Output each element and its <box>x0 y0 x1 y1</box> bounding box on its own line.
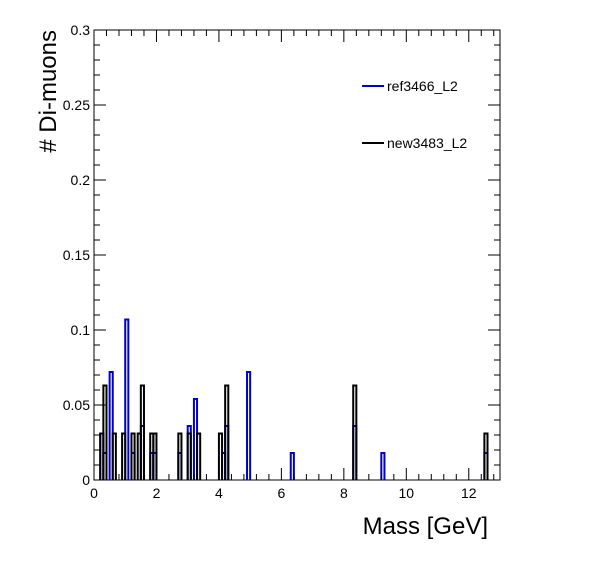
series-1-bin-8 <box>152 432 158 480</box>
x-tick-label-2: 4 <box>215 485 223 501</box>
histogram-layer <box>99 318 489 480</box>
series-0-bin-2 <box>108 371 114 480</box>
series-0-bin-16 <box>380 452 386 480</box>
series-1-bin-9 <box>177 432 183 480</box>
series-1-bin-13 <box>224 384 230 480</box>
legend-label-0: ref3466_L2 <box>387 78 458 94</box>
series-1-bin-15 <box>483 432 489 480</box>
y-tick-label-0: 0 <box>82 472 90 488</box>
y-tick-label-6: 0.3 <box>71 22 91 38</box>
series-1-bin-3 <box>121 432 127 480</box>
legend-label-1: new3483_L2 <box>387 135 467 151</box>
x-axis-title: Mass [GeV] <box>363 513 488 540</box>
plot-frame-layer <box>93 29 501 481</box>
x-tick-label-3: 6 <box>277 485 285 501</box>
y-tick-label-2: 0.1 <box>71 322 91 338</box>
series-1-bin-1 <box>102 384 108 480</box>
series-1-bin-4 <box>130 432 136 480</box>
y-tick-label-5: 0.25 <box>63 97 90 113</box>
series-1-bin-11 <box>196 432 202 480</box>
series-0-bin-14 <box>289 452 295 480</box>
series-1-bin-2 <box>111 432 117 480</box>
series-1-bin-10 <box>186 432 192 480</box>
series-1-bin-12 <box>217 432 224 480</box>
y-tick-label-3: 0.15 <box>63 247 90 263</box>
series-1-bin-6 <box>139 384 145 480</box>
x-tick-label-5: 10 <box>399 485 415 501</box>
tick-labels-layer: 0 2 4 6 8 10 12 0 0.05 0.1 0.15 0.2 0.25 0.3 <box>63 22 477 501</box>
x-tick-label-4: 8 <box>340 485 348 501</box>
series-1-bin-14 <box>352 384 358 480</box>
y-tick-label-4: 0.2 <box>71 172 91 188</box>
x-tick-label-6: 12 <box>461 485 477 501</box>
legend: ref3466_L2 new3483_L2 <box>362 78 467 151</box>
plot-frame <box>93 29 501 481</box>
series-0-bin-13 <box>246 371 252 480</box>
y-axis-title: # Di-muons <box>35 30 62 153</box>
series-0-bin-3 <box>124 318 130 480</box>
x-tick-label-1: 2 <box>153 485 161 501</box>
x-tick-label-0: 0 <box>90 485 98 501</box>
axis-ticks-layer <box>93 29 500 481</box>
y-tick-label-1: 0.05 <box>63 397 90 413</box>
